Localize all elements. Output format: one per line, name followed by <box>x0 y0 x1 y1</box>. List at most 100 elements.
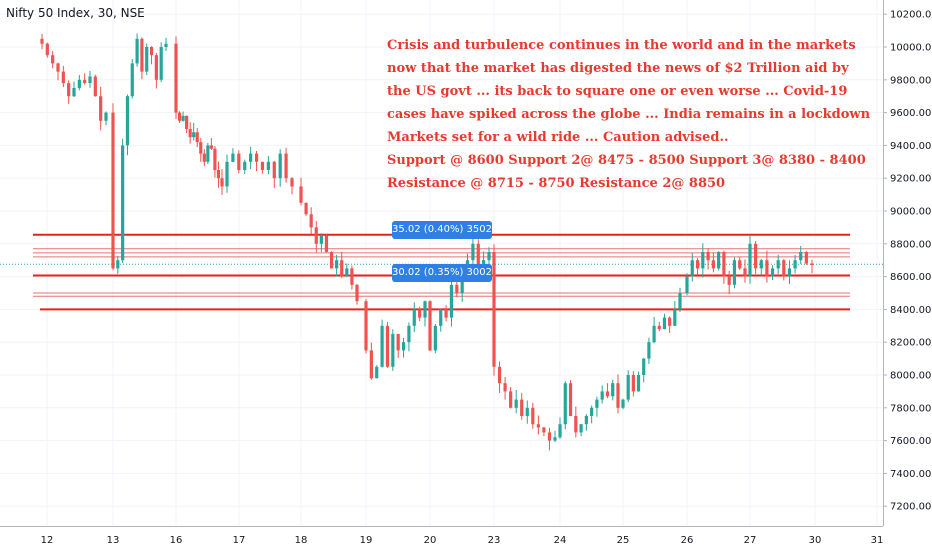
candle-body <box>652 325 656 343</box>
candle-body <box>542 427 546 433</box>
candle-body <box>61 71 65 84</box>
candle-body <box>600 391 604 400</box>
candle-body <box>727 276 731 285</box>
candle-body <box>375 366 379 379</box>
candle-body <box>722 252 726 277</box>
candle-body <box>514 399 518 408</box>
y-tick-label: 8800.00 <box>890 239 931 250</box>
candle-body <box>199 142 203 154</box>
candle-body <box>509 391 513 408</box>
candle-body <box>765 260 769 277</box>
candle-body <box>611 383 615 397</box>
candle-body <box>799 252 803 261</box>
candle-body <box>111 112 115 269</box>
x-tick-label: 16 <box>170 535 183 546</box>
candle-body <box>497 366 502 384</box>
candle-body <box>487 252 491 261</box>
y-tick-label: 9400.00 <box>890 141 931 152</box>
candle-body <box>738 260 742 269</box>
candle-body <box>701 252 705 269</box>
candle-body <box>309 214 313 228</box>
y-tick-label: 7600.00 <box>890 436 931 447</box>
candle-body <box>243 161 247 170</box>
measure-label[interactable]: 30.02 (0.35%) 3002 <box>392 264 492 282</box>
candle-body <box>135 38 139 64</box>
annotation-line: the US govt ... its back to square one o… <box>387 84 848 99</box>
x-tick-label: 17 <box>233 535 246 546</box>
candle-body <box>520 399 524 416</box>
candle-body <box>433 325 437 351</box>
candle-body <box>391 334 395 367</box>
measure-label[interactable]: 35.02 (0.40%) 3502 <box>392 221 492 239</box>
annotation-line: now that the market has digested the new… <box>387 61 849 76</box>
candle-body <box>471 243 475 261</box>
chart-title: Nifty 50 Index, 30, NSE <box>6 6 145 20</box>
time-axis-border <box>0 526 883 527</box>
candle-body <box>621 399 625 408</box>
x-tick-label: 23 <box>488 535 501 546</box>
candle-body <box>668 317 672 326</box>
candle-body <box>754 243 758 269</box>
y-tick-label: 9600.00 <box>890 108 931 119</box>
candle-body <box>678 293 682 310</box>
candle-body <box>631 375 635 392</box>
candle-body <box>185 115 189 129</box>
candle-body <box>284 153 288 179</box>
candle-body <box>647 342 651 359</box>
candle-body <box>304 202 308 215</box>
candle-body <box>121 145 125 261</box>
x-tick-label: 30 <box>809 535 822 546</box>
y-tick-label: 8600.00 <box>890 272 931 283</box>
candle-body <box>558 424 562 438</box>
candle-body <box>51 55 55 64</box>
candle-body <box>202 153 206 162</box>
candle-body <box>787 268 792 277</box>
x-tick-label: 25 <box>617 535 630 546</box>
candle-body <box>88 76 92 84</box>
x-tick-label: 20 <box>424 535 437 546</box>
candle-body <box>616 383 620 408</box>
candle-body <box>673 309 677 326</box>
candle-body <box>770 268 775 277</box>
candle-body <box>476 243 480 269</box>
candle-body <box>145 47 149 72</box>
candle-body <box>181 115 185 121</box>
candle-body <box>319 235 323 244</box>
candle-body <box>455 284 459 293</box>
candle-body <box>177 112 182 121</box>
candle-body <box>810 263 814 265</box>
x-tick-label: 24 <box>554 535 567 546</box>
candle-body <box>590 407 594 416</box>
x-tick-label: 12 <box>41 535 54 546</box>
candle-body <box>231 153 235 162</box>
candle-body <box>605 391 610 397</box>
candle-body <box>428 301 432 351</box>
candle-body <box>711 260 715 269</box>
candle-body <box>192 132 196 138</box>
candle-body <box>717 252 721 269</box>
candle-body <box>278 153 282 179</box>
candle-body <box>324 235 329 252</box>
candle-body <box>460 276 464 293</box>
candle-body <box>188 129 192 138</box>
y-tick-label: 10000.00 <box>890 43 932 54</box>
candle-body <box>584 416 588 425</box>
annotation-line: Markets set for a wild ride ... Caution … <box>387 130 729 145</box>
candle-body <box>206 145 210 162</box>
candle-body <box>290 178 294 187</box>
candle-body <box>40 38 44 44</box>
candle-body <box>743 268 747 277</box>
candle-body <box>636 375 641 392</box>
candle-body <box>595 399 599 408</box>
candle-body <box>350 268 354 285</box>
candle-body <box>695 260 700 269</box>
candle-body <box>449 284 454 318</box>
annotation-line: cases have spiked across the globe ... I… <box>387 107 871 122</box>
candle-body <box>220 178 224 187</box>
y-tick-label: 9200.00 <box>890 174 931 185</box>
annotation-line: Resistance @ 8715 - 8750 Resistance 2@ 8… <box>387 176 726 191</box>
candle-body <box>732 260 737 285</box>
candle-body <box>706 252 710 261</box>
candle-body <box>531 407 535 425</box>
candle-body <box>216 170 221 179</box>
